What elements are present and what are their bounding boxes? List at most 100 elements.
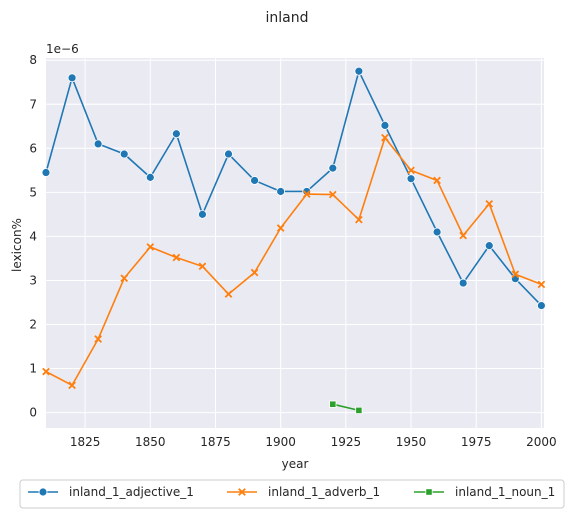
- y-tick-label: 1: [29, 362, 37, 376]
- x-tick-label: 1975: [461, 435, 492, 449]
- data-point-stroke: [407, 166, 415, 175]
- y-axis-label: lexicon%: [10, 218, 24, 272]
- y-tick-label: 8: [29, 53, 37, 67]
- data-point-stroke: [328, 190, 337, 199]
- legend: inland_1_adjective_1 inland_1_adverb_1 inl…: [19, 479, 565, 509]
- data-point: [380, 120, 390, 130]
- data-point: [381, 133, 389, 142]
- data-point-stroke: [42, 367, 50, 376]
- data-point: [276, 224, 285, 232]
- data-point: [38, 487, 48, 497]
- x-tick-label: 1900: [265, 435, 296, 449]
- data-point-stroke: [198, 262, 207, 271]
- data-point-stroke: [485, 199, 494, 208]
- data-point: [276, 187, 286, 196]
- y-tick-label: 3: [29, 273, 37, 287]
- y-tick-label: 4: [29, 229, 37, 243]
- legend-label: inland_1_adverb_1: [268, 485, 380, 499]
- x-tick-label: 2000: [526, 435, 557, 449]
- data-point: [68, 381, 76, 390]
- data-point: [42, 367, 50, 376]
- data-point-stroke: [355, 215, 363, 224]
- y-tick-label: 6: [29, 141, 37, 155]
- plot-background: [46, 58, 544, 428]
- data-point: [172, 253, 181, 262]
- y-tick-label: 0: [29, 406, 37, 420]
- data-point: [145, 172, 155, 182]
- data-point: [433, 176, 441, 185]
- data-point: [146, 243, 155, 251]
- x-tick-label: 1825: [70, 435, 101, 449]
- data-point: [41, 168, 51, 177]
- data-point: [119, 149, 129, 159]
- data-point: [432, 227, 442, 237]
- legend-item-2: inland_1_adverb_1: [227, 485, 380, 499]
- data-point: [329, 400, 337, 408]
- data-point-stroke: [146, 243, 155, 251]
- data-point: [238, 488, 246, 496]
- data-point: [302, 190, 311, 198]
- series-2: [42, 133, 546, 390]
- data-point: [198, 262, 207, 271]
- data-point: [536, 301, 546, 310]
- data-point: [328, 190, 337, 199]
- data-point: [198, 209, 207, 219]
- data-point: [459, 231, 468, 240]
- y-tick-label: 7: [29, 97, 37, 111]
- data-point-stroke: [68, 381, 76, 390]
- data-point-stroke: [172, 253, 181, 262]
- series-line: [45, 136, 542, 387]
- data-point: [94, 335, 102, 343]
- data-point: [120, 274, 129, 283]
- data-point: [355, 406, 363, 414]
- data-point-stroke: [459, 231, 468, 240]
- x-tick-label: 1950: [396, 435, 427, 449]
- y-tick-label: 5: [29, 185, 37, 199]
- data-point: [406, 174, 416, 184]
- data-point-stroke: [511, 270, 520, 279]
- legend-box: [19, 479, 565, 509]
- data-point: [485, 199, 494, 208]
- data-point: [407, 166, 415, 175]
- chart-title: inland: [266, 10, 309, 26]
- data-point: [67, 73, 77, 83]
- data-point: [93, 139, 103, 149]
- plot-area: 1825 1850 1875 1900 1925 1950 1975 2000 0 1 2 3 4 5 6 7…: [29, 53, 556, 449]
- data-point: [425, 488, 433, 496]
- data-point: [328, 163, 338, 173]
- data-point: [224, 290, 233, 298]
- data-point: [484, 241, 494, 251]
- data-point: [537, 280, 546, 289]
- data-point-stroke: [120, 274, 129, 283]
- data-point: [355, 215, 363, 224]
- legend-item-3: inland_1_noun_1: [414, 485, 555, 499]
- x-tick-label: 1925: [331, 435, 362, 449]
- data-point-stroke: [276, 224, 285, 232]
- legend-item-1: inland_1_adjective_1: [28, 485, 194, 499]
- legend-label: inland_1_adjective_1: [69, 485, 194, 499]
- y-scale-label: 1e−6: [46, 42, 79, 56]
- data-point: [458, 278, 468, 288]
- data-point-stroke: [537, 280, 546, 289]
- data-point: [354, 66, 364, 76]
- data-point: [250, 268, 259, 277]
- data-point-stroke: [302, 190, 311, 198]
- data-point: [224, 149, 233, 159]
- data-point: [250, 176, 259, 185]
- data-point-stroke: [94, 335, 102, 343]
- x-tick-label: 1850: [135, 435, 166, 449]
- series-line: [45, 70, 542, 307]
- series-3: [329, 400, 363, 414]
- data-point-stroke: [433, 176, 441, 185]
- data-point-stroke: [238, 488, 246, 496]
- data-point: [171, 129, 181, 139]
- x-axis-label: year: [282, 457, 309, 471]
- data-point-stroke: [250, 268, 259, 277]
- data-point-stroke: [381, 133, 389, 142]
- data-point-stroke: [224, 290, 233, 298]
- x-tick-label: 1875: [200, 435, 231, 449]
- series-line: [332, 403, 360, 412]
- data-point: [511, 270, 520, 279]
- legend-label: inland_1_noun_1: [455, 485, 555, 499]
